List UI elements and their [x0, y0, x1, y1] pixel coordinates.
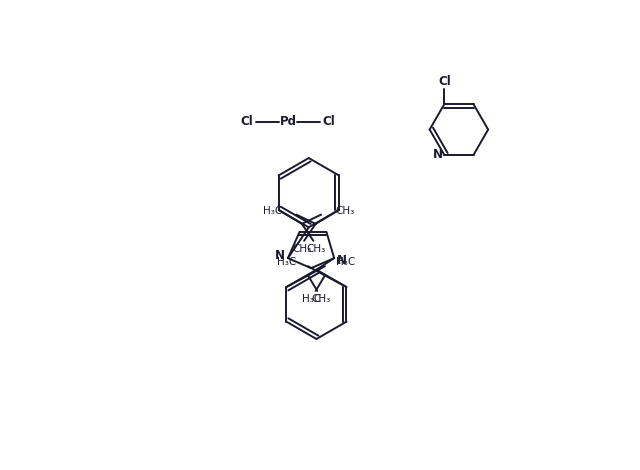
Text: H₃C: H₃C: [263, 206, 282, 216]
Text: Cl: Cl: [241, 115, 253, 128]
Text: Cl: Cl: [323, 115, 335, 128]
Text: CH₃: CH₃: [312, 294, 331, 304]
Text: CH₃: CH₃: [292, 243, 312, 253]
Text: N: N: [275, 249, 285, 262]
Text: H₃C: H₃C: [337, 258, 356, 267]
Text: N: N: [433, 149, 443, 161]
Text: H₃C: H₃C: [302, 294, 321, 304]
Text: Pd: Pd: [280, 115, 296, 128]
Text: N: N: [337, 254, 347, 267]
Text: H₃C: H₃C: [277, 258, 296, 267]
Text: CH₃: CH₃: [335, 206, 354, 216]
Text: Cl: Cl: [438, 75, 451, 87]
Text: CH₃: CH₃: [306, 243, 325, 253]
